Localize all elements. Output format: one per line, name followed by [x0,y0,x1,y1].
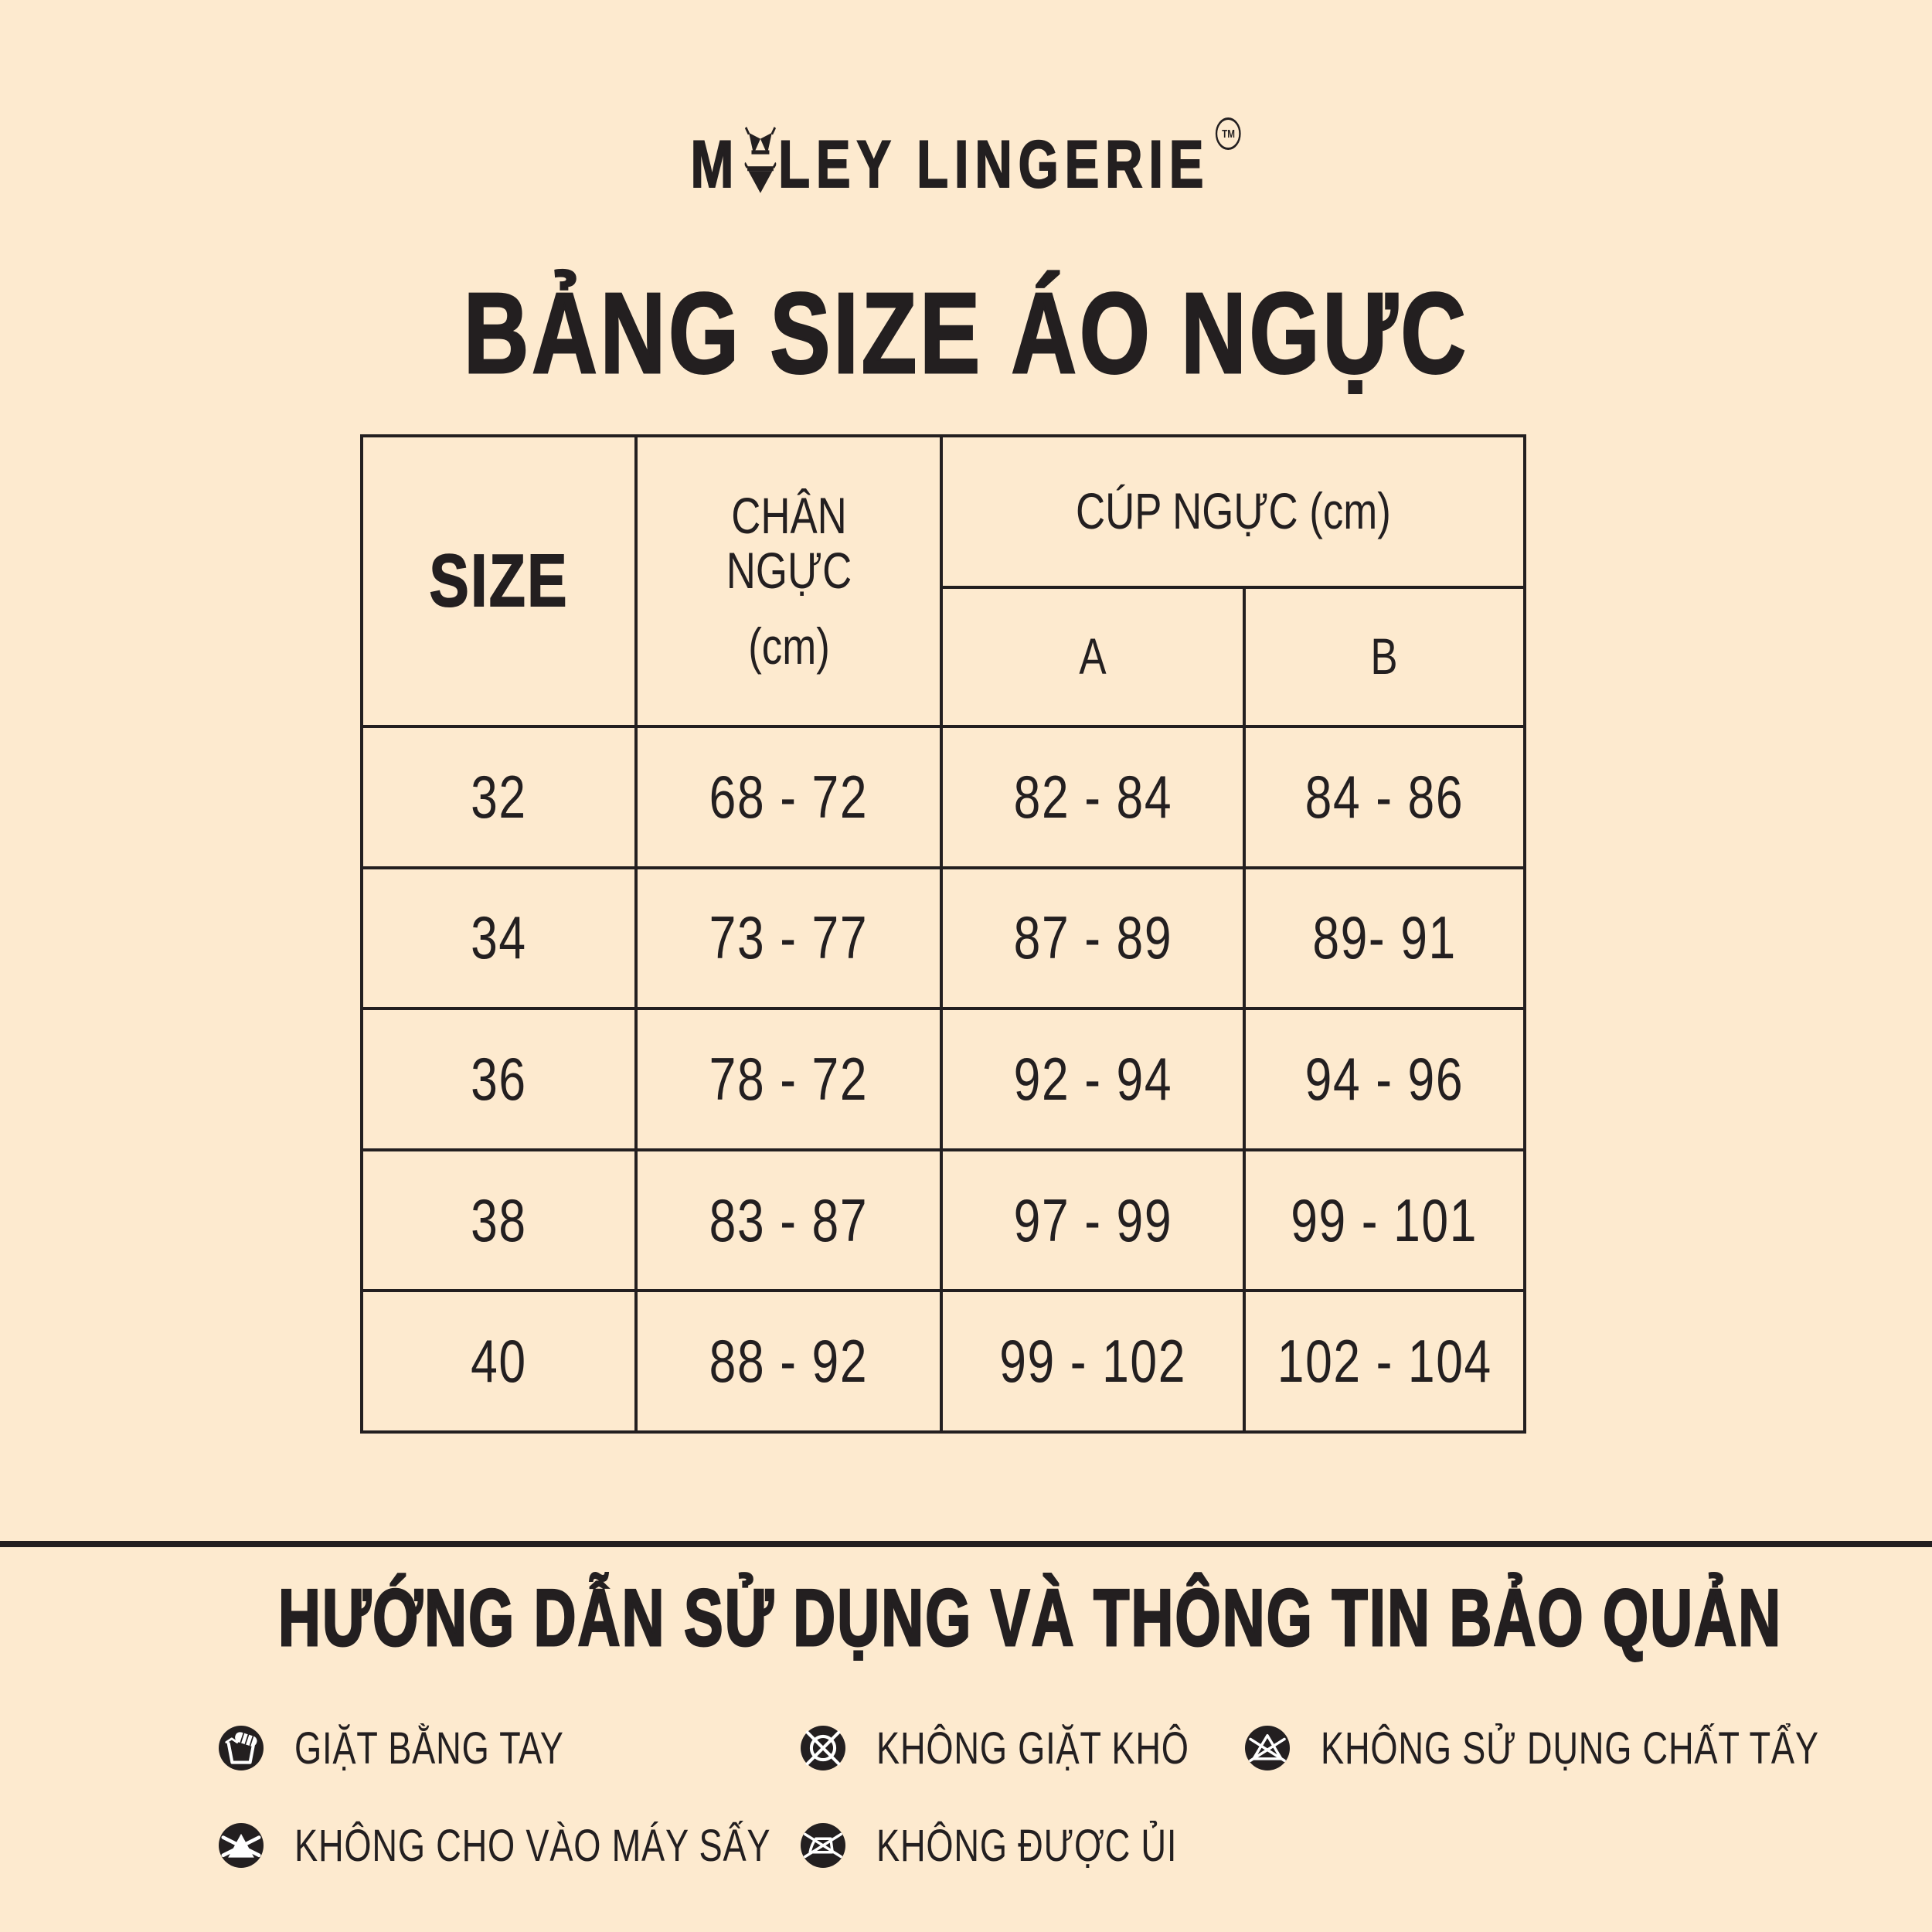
care-item-no-dry-clean: KHÔNG GIẶT KHÔ [801,1723,1277,1774]
size-table: SIZE CHÂN NGỰC (cm) CÚP NGỰC (cm) A B 32… [360,434,1526,1434]
table-cell-cup-b: 94 - 96 [1243,1007,1523,1148]
brand-logo-prefix: M [690,128,740,202]
header-cup-a: A [940,586,1243,725]
section-divider [0,1541,1932,1547]
no-bleach-icon [1245,1726,1290,1770]
header-cup-b: B [1243,586,1523,725]
no-tumble-dry-icon [219,1823,264,1868]
page-title: BẢNG SIZE ÁO NGỰC [462,270,1469,397]
care-item-label: KHÔNG GIẶT KHÔ [876,1723,1189,1774]
care-item-hand-wash: GIẶT BẰNG TAY [219,1723,640,1774]
header-band-unit: (cm) [747,617,830,675]
table-cell-size: 36 [363,1007,634,1148]
table-cell-size: 34 [363,866,634,1008]
care-item-label: KHÔNG CHO VÀO MÁY SẤY [294,1820,771,1871]
table-cell-size: 38 [363,1148,634,1290]
care-heading: HƯỚNG DẪN SỬ DỤNG VÀ THÔNG TIN BẢO QUẢN [277,1573,1783,1663]
table-cell-cup-a: 87 - 89 [940,866,1243,1008]
table-cell-cup-a: 92 - 94 [940,1007,1243,1148]
no-dry-clean-icon [801,1726,845,1770]
table-cell-cup-b: 102 - 104 [1243,1289,1523,1430]
table-cell-cup-a: 82 - 84 [940,725,1243,866]
care-item-no-iron: KHÔNG ĐƯỢC ỦI [801,1821,1262,1871]
table-cell-cup-b: 99 - 101 [1243,1148,1523,1290]
brand-logo-suffix: LEY LINGERIE [778,128,1210,202]
care-item-label: GIẶT BẰNG TAY [294,1723,564,1774]
header-size: SIZE [429,539,569,623]
care-item-label: KHÔNG SỬ DỤNG CHẤT TẨY [1321,1723,1819,1774]
table-cell-band: 78 - 72 [634,1007,940,1148]
table-cell-band: 68 - 72 [634,725,940,866]
header-band: CHÂN NGỰC (cm) [634,437,940,725]
header-cup: CÚP NGỰC (cm) [940,437,1523,586]
table-cell-band: 88 - 92 [634,1289,940,1430]
table-cell-cup-a: 97 - 99 [940,1148,1243,1290]
table-cell-size: 32 [363,725,634,866]
brand-logo: M LEY LINGERIE TM [0,117,1932,202]
table-cell-cup-b: 84 - 86 [1243,725,1523,866]
table-cell-band: 73 - 77 [634,866,940,1008]
hand-wash-icon [219,1726,264,1770]
table-cell-cup-b: 89- 91 [1243,866,1523,1008]
trademark-badge: TM [1216,117,1242,150]
bikini-icon [744,127,777,193]
table-cell-size: 40 [363,1289,634,1430]
header-band-label: CHÂN NGỰC [726,487,852,600]
care-item-label: KHÔNG ĐƯỢC ỦI [876,1820,1178,1871]
table-cell-band: 83 - 87 [634,1148,940,1290]
no-iron-icon [801,1823,845,1868]
care-item-no-bleach: KHÔNG SỬ DỤNG CHẤT TẨY [1245,1723,1932,1774]
care-item-no-tumble-dry: KHÔNG CHO VÀO MÁY SẤY [219,1821,905,1871]
table-cell-cup-a: 99 - 102 [940,1289,1243,1430]
